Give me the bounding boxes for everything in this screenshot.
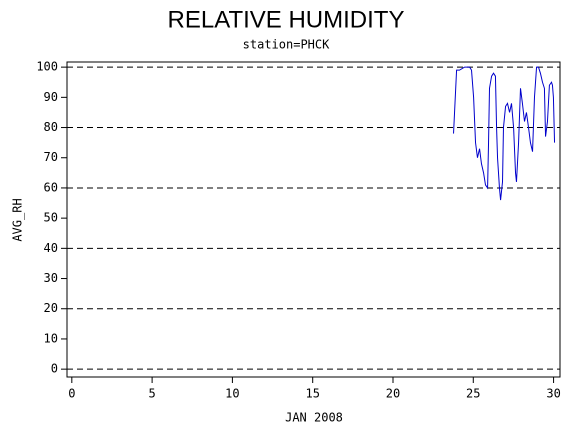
chart-subtitle: station=PHCK: [243, 38, 330, 52]
y-tick-label: 0: [51, 362, 58, 376]
y-tick-label: 70: [44, 150, 58, 164]
data-line: [453, 66, 556, 201]
x-tick-label: 15: [305, 387, 319, 401]
x-tick-label: 5: [148, 387, 155, 401]
y-tick-label: 40: [44, 241, 58, 255]
x-axis-title: JAN 2008: [285, 411, 343, 425]
x-tick-label: 10: [225, 387, 239, 401]
y-tick-label: 90: [44, 90, 58, 104]
y-tick-label: 20: [44, 301, 58, 315]
x-tick-label: 20: [386, 387, 400, 401]
y-tick-label: 10: [44, 331, 58, 345]
y-tick-label: 60: [44, 180, 58, 194]
chart-title: RELATIVE HUMIDITY: [168, 6, 405, 33]
plot-frame: [66, 61, 561, 378]
y-tick-label: 80: [44, 120, 58, 134]
y-axis-title: AVG_RH: [11, 198, 25, 241]
x-tick-label: 25: [466, 387, 480, 401]
x-tick-label: 0: [68, 387, 75, 401]
y-tick-label: 100: [36, 60, 58, 74]
y-tick-label: 30: [44, 271, 58, 285]
y-tick-label: 50: [44, 211, 58, 225]
x-tick-label: 30: [546, 387, 560, 401]
